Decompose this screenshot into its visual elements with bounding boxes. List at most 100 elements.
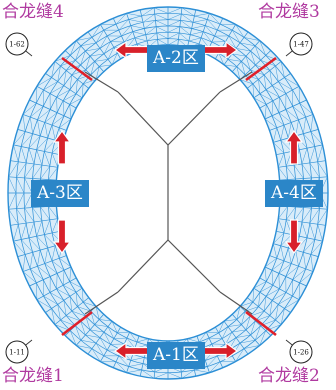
mesh-diagonal — [90, 61, 95, 75]
mesh-diagonal — [30, 106, 44, 118]
mesh-diagonal — [265, 89, 280, 98]
mesh-diagonal — [44, 112, 58, 123]
mesh-diagonal — [71, 69, 86, 76]
mesh-diagonal — [190, 31, 204, 35]
mesh-diagonal — [32, 207, 43, 222]
mesh-diagonal — [69, 97, 83, 105]
mesh-diagonal — [259, 40, 266, 56]
mesh-diagonal — [278, 112, 292, 123]
mesh-diagonal — [218, 53, 225, 65]
mesh-diagonal — [239, 42, 256, 47]
mesh-diagonal — [36, 282, 38, 300]
mesh-diagonal — [13, 131, 26, 146]
mesh-diagonal — [250, 310, 265, 317]
mesh-diagonal — [51, 125, 56, 141]
mesh-diagonal — [111, 321, 118, 333]
mesh-diagonal — [223, 64, 237, 67]
mesh-diagonal — [103, 332, 111, 345]
mesh-diagonal — [89, 329, 105, 333]
mesh-diagonal — [21, 239, 33, 253]
mesh-diagonal — [301, 163, 312, 179]
mesh-diagonal — [269, 70, 273, 86]
mesh-diagonal — [284, 77, 300, 87]
mesh-diagonal — [225, 332, 233, 345]
mesh-diagonal — [278, 152, 285, 168]
mesh-diagonal — [275, 65, 279, 82]
mesh-diagonal — [20, 223, 27, 240]
mesh-diagonal — [181, 7, 195, 17]
mesh-diagonal — [272, 292, 287, 301]
mesh-diagonal — [154, 13, 169, 20]
closure-seam-lines — [61, 56, 277, 337]
mesh-diagonal — [252, 288, 255, 303]
mesh-diagonal — [69, 266, 72, 282]
mesh-diagonal — [258, 292, 261, 307]
mesh-diagonal — [80, 42, 97, 47]
mesh-diagonal — [94, 324, 109, 327]
mesh-diagonal — [115, 361, 127, 373]
mesh-diagonal — [273, 232, 285, 244]
mesh-diagonal — [298, 282, 300, 300]
mesh-diagonal — [85, 334, 101, 338]
mesh-diagonal — [271, 115, 285, 126]
mesh-diagonal — [30, 252, 33, 269]
mesh-diagonal — [310, 254, 314, 272]
mesh-diagonal — [63, 300, 67, 316]
mesh-diagonal — [209, 337, 223, 339]
mesh-diagonal — [103, 41, 111, 54]
mesh-diagonal — [51, 308, 56, 325]
mesh-diagonal — [259, 284, 273, 293]
seam-3-label: 合龙缝3 — [258, 2, 320, 22]
mesh-diagonal — [236, 306, 241, 320]
mesh-diagonal — [83, 301, 97, 307]
mesh-diagonal — [8, 209, 19, 225]
mesh-diagonal — [223, 319, 237, 322]
mesh-diagonal — [28, 221, 35, 238]
mesh-diagonal — [271, 270, 274, 286]
mesh-diagonal — [280, 234, 292, 246]
mesh-diagonal — [288, 122, 292, 139]
mesh-diagonal — [69, 74, 73, 90]
mesh-diagonal — [299, 102, 314, 115]
mesh-diagonal — [51, 260, 65, 271]
mesh-diagonal — [192, 19, 208, 23]
mesh-diagonal — [292, 106, 306, 118]
mesh-diagonal — [209, 361, 221, 373]
mesh-diagonal — [57, 65, 61, 82]
mesh-diagonal — [310, 240, 323, 255]
mesh-diagonal — [99, 64, 113, 67]
seam-4-label: 合龙缝4 — [2, 2, 64, 22]
mesh-diagonal — [239, 79, 253, 85]
mesh-diagonal — [231, 329, 247, 333]
mesh-diagonal — [278, 206, 288, 219]
mesh-diagonal — [36, 137, 48, 150]
mesh-diagonal — [56, 273, 58, 289]
mesh-diagonal — [95, 66, 100, 80]
arrow-a4-up-icon — [284, 129, 304, 165]
mesh-diagonal — [278, 263, 292, 274]
mesh-diagonal — [264, 104, 267, 120]
mesh-diagonal — [167, 20, 181, 27]
mesh-diagonal — [253, 281, 267, 289]
mesh-diagonal — [241, 311, 246, 325]
mesh-diagonal — [56, 288, 71, 297]
mesh-diagonal — [99, 337, 108, 351]
mesh-diagonal — [22, 254, 26, 272]
mesh-diagonal — [155, 20, 169, 27]
mesh-diagonal — [13, 240, 26, 255]
seam-4-line — [61, 56, 93, 82]
mesh-diagonal — [75, 325, 82, 341]
mesh-diagonal — [285, 266, 299, 277]
mesh-diagonal — [118, 355, 129, 367]
mesh-diagonal — [8, 161, 19, 177]
mesh-diagonal — [129, 331, 138, 343]
mesh-diagonal — [310, 114, 314, 132]
mesh-diagonal — [243, 37, 260, 41]
mesh-diagonal — [293, 164, 304, 179]
mesh-diagonal — [44, 151, 51, 167]
zone-a4-label: A-4区 — [265, 180, 323, 207]
mesh-diagonal — [239, 301, 253, 307]
mesh-diagonal — [126, 337, 136, 349]
mesh-diagonal — [153, 7, 169, 14]
